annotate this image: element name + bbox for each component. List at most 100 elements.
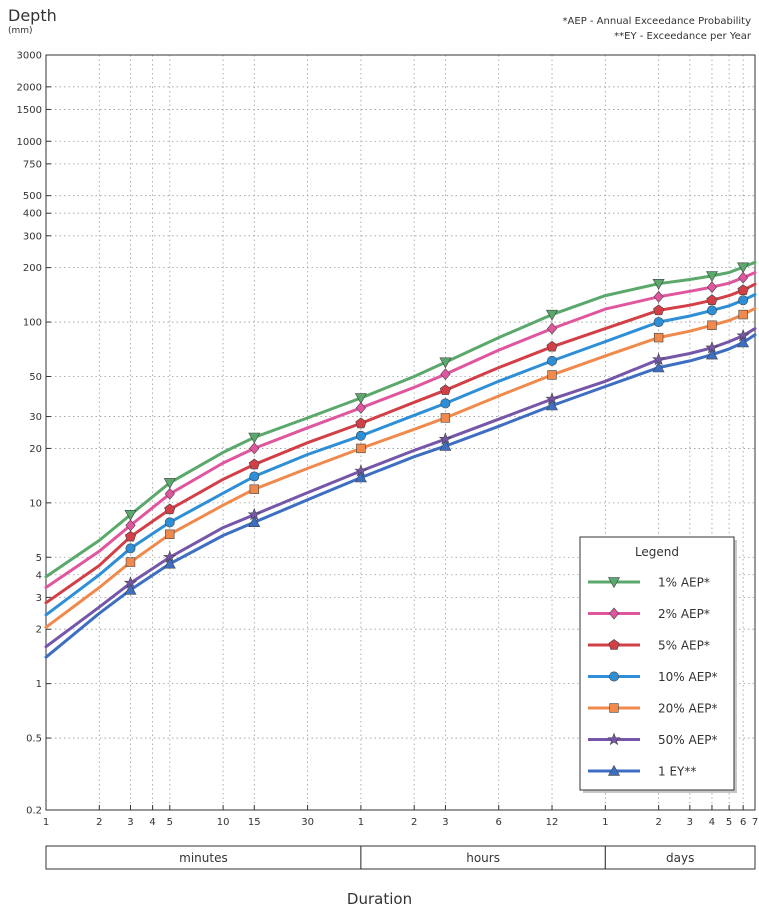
x-tick-label: 1 [602,817,608,828]
circle-marker [249,471,260,482]
triangle-down-marker [439,357,452,369]
pentagon-marker [439,384,451,395]
diamond-marker [164,487,175,500]
legend-item: 5% AEP* [588,639,710,653]
duration-group-label: minutes [179,851,228,865]
y-tick-label: 30 [29,412,42,423]
triangle-down-marker [354,393,367,405]
x-tick-label: 6 [496,817,502,828]
circle-marker [440,398,451,409]
triangle-up-marker [607,764,621,776]
x-tick-label: 2 [655,817,661,828]
legend: Legend 1% AEP* 2% AEP* 5% AEP* 10% AEP* 20% A… [579,536,737,793]
legend-label: 50% AEP* [658,733,718,747]
x-tick-label: 3 [127,817,133,828]
square-marker [738,309,748,320]
diamond-marker [249,442,260,455]
x-axis-title: Duration [346,890,413,908]
y-tick-label: 10 [29,498,42,509]
pentagon-marker [653,304,665,316]
x-tick-label: 2 [411,817,417,828]
circle-marker [706,305,717,316]
x-tick-label: 30 [301,817,314,828]
duration-group-label: days [666,851,694,865]
diamond-marker [653,290,664,303]
circle-marker [547,355,557,366]
series-1 [44,260,757,579]
triangle-up-marker [163,557,176,569]
x-tick-label: 15 [248,817,261,828]
legend-label: 1% AEP* [658,576,710,590]
y-tick-label: 3 [36,593,42,604]
pentagon-marker [608,639,620,650]
diamond-marker [440,368,451,381]
square-marker [707,320,717,330]
pentagon-marker [546,340,558,352]
square-marker [653,332,664,343]
triangle-down-marker [248,432,261,444]
y-tick-label: 400 [23,209,42,220]
x-tick-label: 5 [726,817,732,828]
triangle-up-marker [705,348,719,360]
diamond-marker [608,607,620,620]
diamond-marker [355,401,366,414]
star-marker [607,732,621,746]
pentagon-marker [355,417,367,429]
legend-label: 1 EY** [658,765,696,779]
pentagon-marker [706,294,718,306]
square-marker [547,370,557,380]
y-tick-label: 100 [23,318,42,329]
duration-group-box [604,845,756,870]
y-tick-label: 0.5 [26,734,42,745]
legend-title: Legend [635,545,679,559]
duration-group-label: hours [466,851,500,865]
y-axis-title: Depth [8,6,57,25]
pentagon-marker [737,284,749,296]
y-tick-label: 500 [23,191,42,202]
y-tick-label: 5 [36,553,42,564]
x-tick-label: 1 [358,817,364,828]
legend-label: 20% AEP* [658,702,718,716]
pentagon-marker [248,458,260,470]
series-5 [44,306,757,629]
x-tick-label: 4 [149,817,155,828]
diamond-marker [738,271,749,284]
pentagon-marker [124,530,137,542]
square-marker [609,703,619,713]
y-tick-label: 2000 [17,82,42,93]
triangle-down-marker [545,309,559,321]
x-tick-label: 12 [546,817,559,828]
square-marker [249,484,259,494]
legend-item: 1% AEP* [588,576,710,590]
triangle-up-marker [545,399,559,411]
x-tick-label: 3 [442,817,448,828]
legend-label: 5% AEP* [658,639,710,653]
circle-marker [738,295,749,306]
triangle-up-marker [652,361,665,373]
pentagon-marker [164,503,176,515]
legend-box [579,536,735,791]
y-tick-label: 20 [29,444,42,455]
triangle-up-marker [354,471,367,483]
y-tick-label: 3000 [17,51,42,62]
triangle-down-marker [607,577,621,589]
series-7 [44,333,757,659]
y-tick-label: 4 [36,570,42,581]
x-tick-label: 5 [167,817,173,828]
x-tick-label: 7 [752,817,758,828]
legend-item: 10% AEP* [588,670,718,684]
y-tick-label: 1000 [17,137,42,148]
triangle-up-marker [248,516,261,528]
series-4 [44,293,757,617]
circle-marker [609,671,619,682]
y-axis-unit: (mm) [8,26,33,36]
x-tick-label: 4 [709,817,715,828]
triangle-up-marker [439,439,452,451]
square-marker [356,443,366,454]
legend-label: 2% AEP* [658,607,710,621]
square-marker [125,557,136,567]
triangle-up-marker [737,336,750,348]
y-tick-label: 200 [23,263,42,274]
footnote-aep: *AEP - Annual Exceedance Probability [562,16,751,27]
y-tick-label: 50 [29,372,42,383]
